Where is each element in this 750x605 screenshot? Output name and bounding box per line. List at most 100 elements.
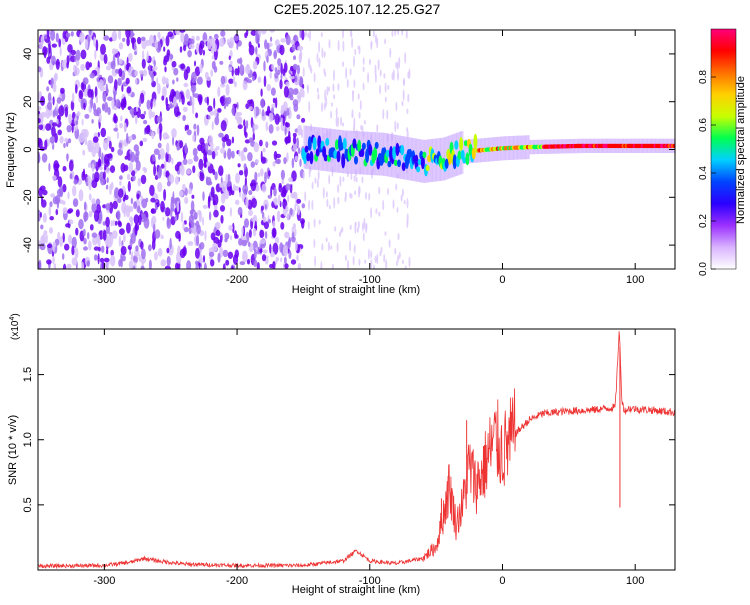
noise-blob <box>165 151 169 163</box>
ridge-halo <box>326 128 329 172</box>
noise-blob <box>243 147 248 153</box>
noise-blob <box>74 67 80 76</box>
noise-blob <box>88 193 92 201</box>
noise-blob <box>199 242 205 250</box>
ridge-halo <box>339 129 342 173</box>
noise-blob <box>92 136 99 143</box>
noise-blob <box>242 79 248 91</box>
noise-blob <box>405 30 408 39</box>
noise-blob <box>82 77 89 85</box>
noise-blob <box>228 224 233 231</box>
noise-blob <box>151 215 157 225</box>
noise-blob <box>324 89 327 102</box>
noise-blob <box>88 240 92 251</box>
noise-blob <box>267 219 271 224</box>
noise-blob <box>394 248 397 255</box>
noise-blob <box>225 83 230 96</box>
noise-blob <box>182 158 188 165</box>
noise-blob <box>321 102 323 113</box>
ridge-halo <box>465 139 468 164</box>
spectrogram-x-ticks: -300 -200 -100 0 100 <box>93 30 644 286</box>
noise-blob <box>257 172 261 177</box>
noise-blob <box>354 190 357 195</box>
noise-blob <box>403 200 406 205</box>
noise-blob <box>370 207 373 219</box>
noise-blob <box>105 203 111 211</box>
noise-blob <box>265 256 269 262</box>
noise-blob <box>268 170 271 177</box>
noise-blob <box>358 185 361 195</box>
noise-blob <box>118 188 124 199</box>
ridge-halo <box>343 130 346 174</box>
noise-blob <box>101 152 104 164</box>
noise-blob <box>294 228 297 237</box>
noise-blob <box>192 134 196 142</box>
noise-blob <box>323 51 326 58</box>
noise-blob <box>102 221 107 226</box>
noise-blob <box>362 66 365 73</box>
noise-blob <box>121 201 127 214</box>
noise-blob <box>146 99 151 110</box>
noise-blob <box>255 159 259 164</box>
noise-blob <box>272 97 276 104</box>
noise-blob <box>242 250 248 263</box>
noise-blob <box>311 199 314 211</box>
noise-blob <box>120 253 123 264</box>
noise-blob <box>161 95 165 101</box>
noise-blob <box>202 49 205 56</box>
noise-blob <box>179 30 186 33</box>
noise-blob <box>274 67 278 73</box>
noise-blob <box>285 34 291 46</box>
noise-blob <box>117 197 122 204</box>
noise-blob <box>78 134 85 143</box>
noise-blob <box>127 180 131 192</box>
noise-blob <box>57 129 62 136</box>
noise-blob <box>218 165 224 176</box>
noise-blob <box>396 122 399 130</box>
noise-blob <box>379 251 382 257</box>
noise-blob <box>219 96 225 104</box>
noise-blob <box>210 69 214 77</box>
noise-blob <box>344 254 347 262</box>
noise-blob <box>117 220 122 226</box>
noise-blob <box>276 125 280 132</box>
noise-blob <box>326 86 329 96</box>
noise-blob <box>397 70 399 81</box>
noise-blob <box>241 226 244 235</box>
noise-blob <box>165 77 169 86</box>
noise-blob <box>250 179 257 192</box>
ridge-halo <box>464 139 467 164</box>
spectrogram-y-tick-label: 40 <box>22 48 34 60</box>
noise-blob <box>349 68 352 76</box>
noise-blob <box>197 94 203 103</box>
noise-blob <box>281 178 285 185</box>
noise-blob <box>270 186 273 198</box>
noise-blob <box>388 239 391 248</box>
noise-blob <box>53 74 57 85</box>
ridge-core <box>425 165 430 172</box>
noise-blob <box>252 60 258 70</box>
noise-blob <box>119 228 125 236</box>
noise-blob <box>406 129 409 139</box>
noise-blob <box>285 81 290 87</box>
noise-blob <box>208 251 215 257</box>
noise-blob <box>188 214 195 225</box>
noise-blob <box>228 67 233 72</box>
noise-blob <box>97 158 102 167</box>
noise-blob <box>187 241 194 246</box>
noise-blob <box>401 188 404 197</box>
noise-blob <box>392 199 395 210</box>
noise-blob <box>344 191 347 200</box>
noise-blob <box>171 128 177 138</box>
noise-blob <box>308 199 311 211</box>
noise-blob <box>79 32 85 43</box>
noise-blob <box>99 79 104 88</box>
noise-blob <box>156 127 160 135</box>
noise-blob <box>379 69 382 77</box>
noise-blob <box>260 168 264 177</box>
noise-blob <box>148 107 153 120</box>
noise-blob <box>38 124 44 131</box>
noise-blob <box>153 148 160 155</box>
noise-blob <box>168 243 174 256</box>
noise-blob <box>241 239 248 247</box>
